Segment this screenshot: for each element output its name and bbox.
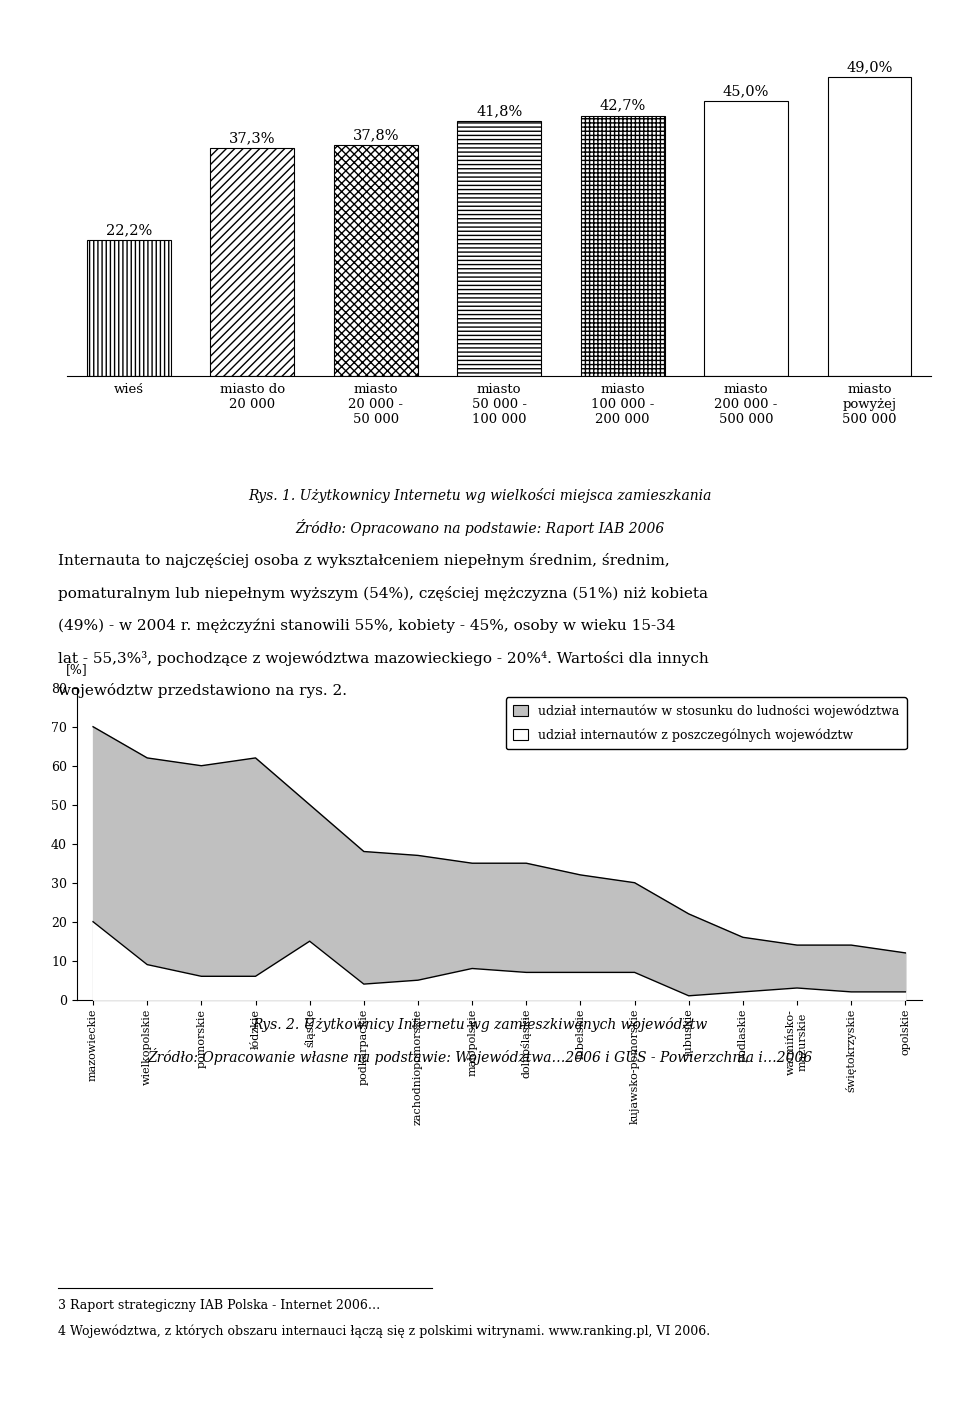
- Text: (49%) - w 2004 r. mężczyźni stanowili 55%, kobiety - 45%, osoby w wieku 15-34: (49%) - w 2004 r. mężczyźni stanowili 55…: [58, 618, 675, 632]
- Legend: udział internautów w stosunku do ludności województwa, udział internautów z posz: udział internautów w stosunku do ludnośc…: [506, 698, 907, 749]
- Text: 3 Raport strategiczny IAB Polska - Internet 2006…: 3 Raport strategiczny IAB Polska - Inter…: [58, 1299, 380, 1312]
- Text: Rys. 2. Użytkownicy Internetu wg zamieszkiwanych województw: Rys. 2. Użytkownicy Internetu wg zamiesz…: [252, 1017, 708, 1032]
- Bar: [210, 149, 295, 376]
- Bar: [87, 241, 171, 376]
- Text: miasto
100 000 -
200 000: miasto 100 000 - 200 000: [591, 383, 655, 425]
- Text: 37,8%: 37,8%: [352, 129, 399, 142]
- Bar: [704, 102, 788, 376]
- Text: miasto
200 000 -
500 000: miasto 200 000 - 500 000: [714, 383, 778, 425]
- Text: lat - 55,3%³, pochodzące z województwa mazowieckiego - 20%⁴. Wartości dla innych: lat - 55,3%³, pochodzące z województwa m…: [58, 651, 708, 666]
- Text: 22,2%: 22,2%: [106, 224, 152, 237]
- Text: miasto
50 000 -
100 000: miasto 50 000 - 100 000: [471, 383, 527, 425]
- Text: 37,3%: 37,3%: [229, 132, 276, 146]
- Text: Internauta to najczęściej osoba z wykształceniem niepełnym średnim, średnim,: Internauta to najczęściej osoba z wykszt…: [58, 553, 669, 569]
- Text: 42,7%: 42,7%: [599, 98, 646, 112]
- Bar: [334, 146, 418, 376]
- Text: miasto do
20 000: miasto do 20 000: [220, 383, 285, 411]
- Text: 4 Województwa, z których obszaru internauci łączą się z polskimi witrynami. www.: 4 Województwa, z których obszaru interna…: [58, 1324, 709, 1339]
- Text: [%]: [%]: [66, 664, 87, 676]
- Text: miasto
powyżej
500 000: miasto powyżej 500 000: [842, 383, 897, 425]
- Text: Źródło: Opracowanie własne na podstawie: Województwa…2006 i GUS - Powierzchnia i: Źródło: Opracowanie własne na podstawie:…: [148, 1048, 812, 1065]
- Text: 49,0%: 49,0%: [847, 60, 893, 74]
- Text: wieś: wieś: [114, 383, 144, 396]
- Text: Rys. 1. Użytkownicy Internetu wg wielkości miejsca zamieszkania: Rys. 1. Użytkownicy Internetu wg wielkoś…: [249, 488, 711, 503]
- Text: pomaturalnym lub niepełnym wyższym (54%), częściej mężczyzna (51%) niż kobieta: pomaturalnym lub niepełnym wyższym (54%)…: [58, 586, 708, 601]
- Text: Źródło: Opracowano na podstawie: Raport IAB 2006: Źródło: Opracowano na podstawie: Raport …: [296, 519, 664, 536]
- Bar: [457, 121, 541, 376]
- Bar: [581, 115, 664, 376]
- Text: województw przedstawiono na rys. 2.: województw przedstawiono na rys. 2.: [58, 683, 347, 699]
- Bar: [828, 77, 911, 376]
- Text: 41,8%: 41,8%: [476, 104, 522, 118]
- Text: miasto
20 000 -
50 000: miasto 20 000 - 50 000: [348, 383, 403, 425]
- Text: 45,0%: 45,0%: [723, 85, 769, 98]
